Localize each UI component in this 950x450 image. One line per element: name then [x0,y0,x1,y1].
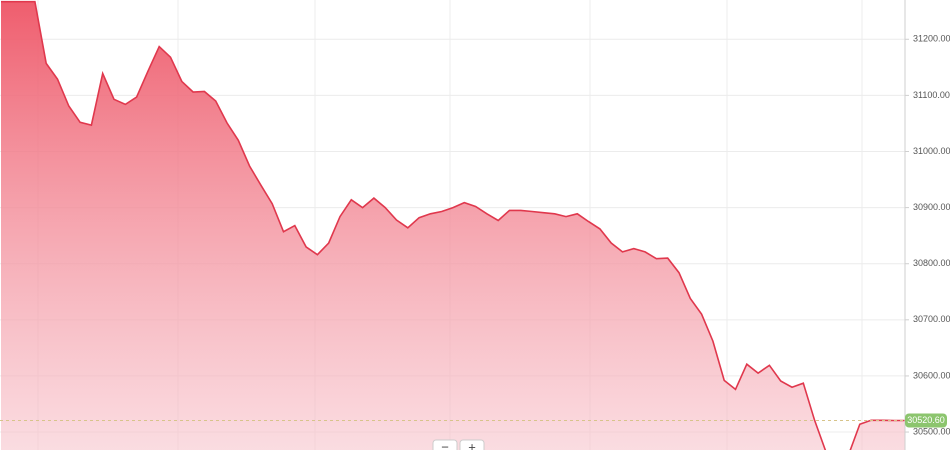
last-price-badge [905,413,947,428]
y-tick-label: 30600.00 [913,370,950,380]
y-tick-label: 31100.00 [913,90,950,100]
y-tick-label: 31000.00 [913,146,950,156]
last-price-label: 30520.60 [907,415,945,425]
zoom-in-label[interactable]: + [468,439,476,450]
y-tick-label: 30800.00 [913,258,950,268]
y-tick-label: 30900.00 [913,202,950,212]
zoom-controls: − + [432,439,485,450]
y-tick-label: 30500.00 [913,426,950,436]
zoom-in-button[interactable] [459,439,485,450]
y-tick-label: 31200.00 [913,34,950,44]
price-line [1,0,905,450]
zoom-out-label[interactable]: − [441,439,449,450]
y-tick-label: 30700.00 [913,314,950,324]
zoom-out-button[interactable] [432,439,458,450]
area-fill [1,1,905,450]
plot [1,0,905,450]
